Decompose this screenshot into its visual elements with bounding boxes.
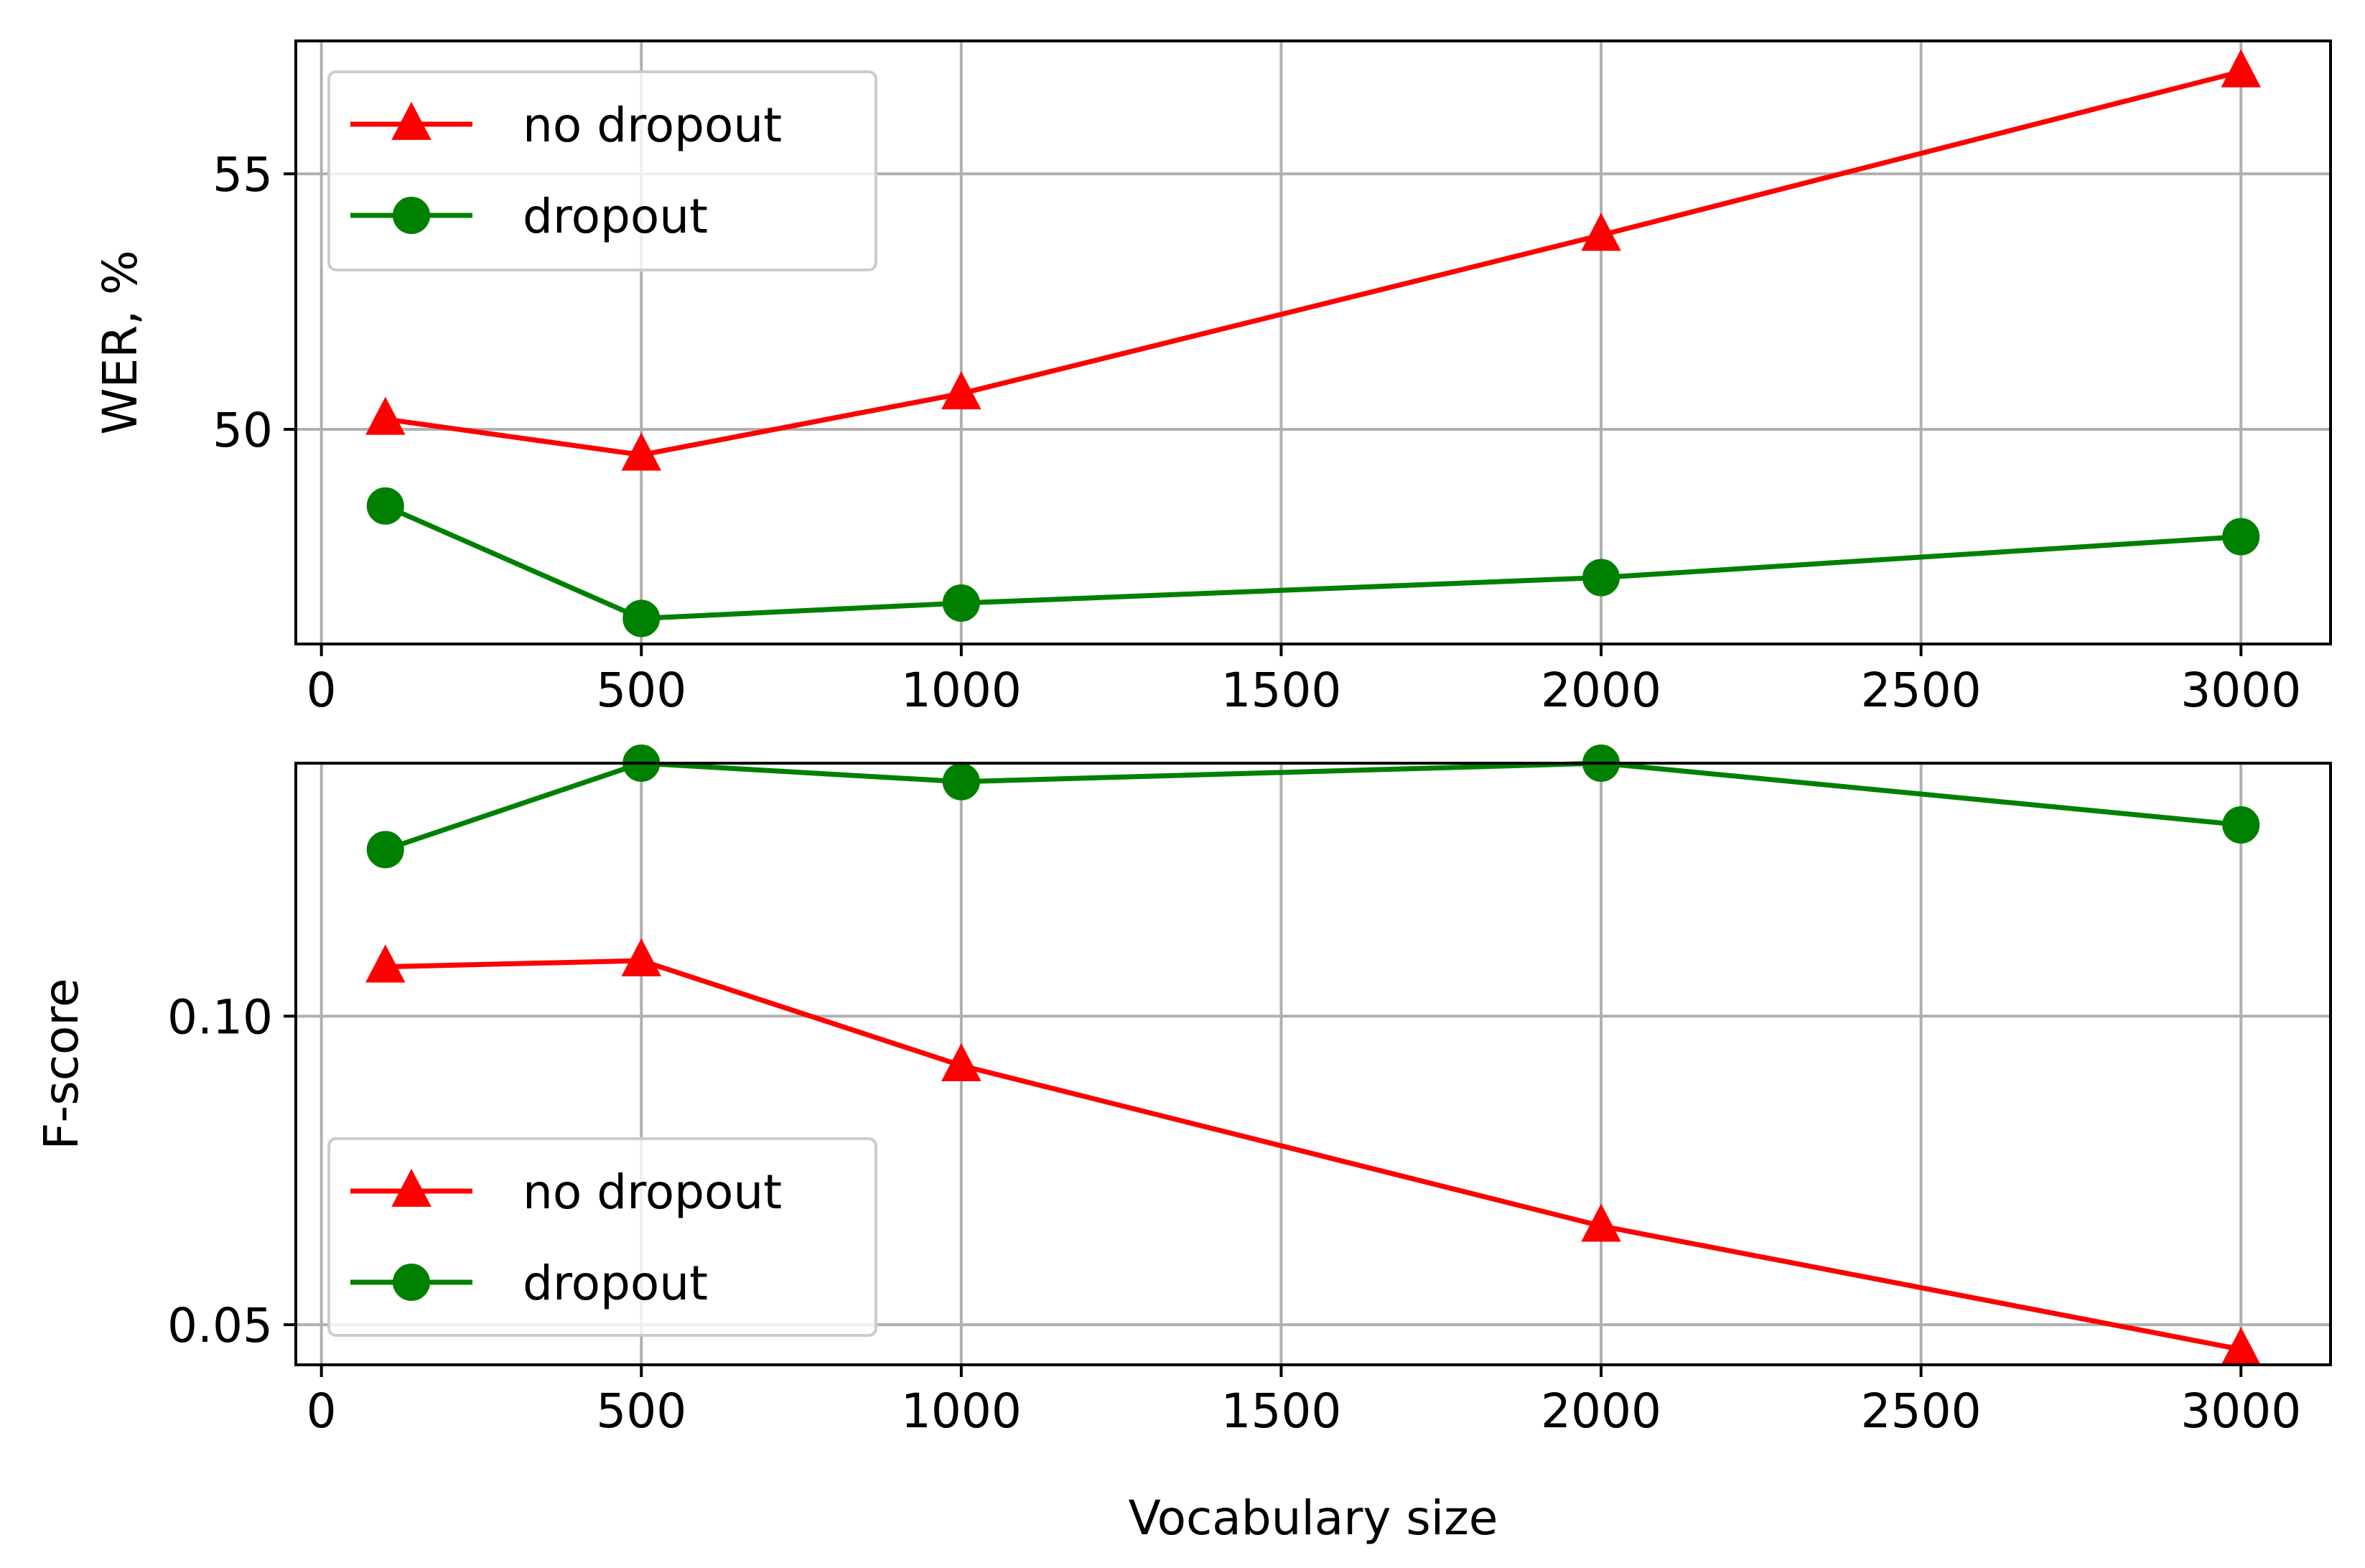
series-line-dropout xyxy=(384,503,2242,621)
x-tick-label: 1000 xyxy=(901,1383,1022,1439)
legend-label: no dropout xyxy=(523,98,782,153)
plot-frame xyxy=(294,39,2332,645)
chart-panel-2: 0 500 1000 1500 2000 2500 3000 0.05 0.10 F-score V… xyxy=(34,745,2332,1546)
data-point-no-dropout xyxy=(1581,1203,1621,1242)
legend-marker-no-dropout xyxy=(391,101,432,140)
y-axis-label: WER, % xyxy=(93,250,148,435)
legend-box xyxy=(327,70,877,271)
legend: no dropout dropout xyxy=(327,1137,877,1337)
x-tick-label: 2500 xyxy=(1861,663,1982,718)
x-tick-label: 0 xyxy=(307,1383,337,1439)
legend-box xyxy=(327,1137,877,1337)
legend: no dropout dropout xyxy=(327,70,877,271)
chart-panel-1: 0 500 1000 1500 2000 2500 3000 50 55 WER, % no dro… xyxy=(93,39,2332,718)
legend-marker-no-dropout xyxy=(391,1168,432,1207)
x-tick-label: 500 xyxy=(596,663,686,718)
x-tick-label: 2000 xyxy=(1541,1383,1661,1439)
x-tick-label: 1500 xyxy=(1221,1383,1341,1439)
x-tick-label: 3000 xyxy=(2180,1383,2301,1439)
data-point-dropout xyxy=(622,599,661,638)
x-tick-label: 0 xyxy=(307,663,337,718)
series-line-dropout xyxy=(384,760,2242,852)
x-tick-label: 500 xyxy=(596,1383,686,1439)
legend-marker-dropout xyxy=(393,197,430,234)
legend-label: no dropout xyxy=(523,1165,782,1220)
y-tick-label: 0.10 xyxy=(167,989,273,1045)
y-tick-label: 55 xyxy=(213,147,273,202)
data-point-dropout xyxy=(942,584,980,622)
data-point-dropout xyxy=(2222,806,2260,844)
y-tick-label: 0.05 xyxy=(167,1298,273,1353)
data-point-dropout xyxy=(942,762,980,801)
legend-label: dropout xyxy=(523,189,708,244)
legend-label: dropout xyxy=(523,1256,708,1311)
x-tick-label: 2500 xyxy=(1861,1383,1982,1439)
legend-marker-dropout xyxy=(393,1264,430,1301)
data-point-no-dropout xyxy=(621,938,661,976)
y-tick-label: 50 xyxy=(213,403,273,458)
plot-frame xyxy=(294,762,2332,1366)
x-tick-label: 1000 xyxy=(901,663,1022,718)
data-point-no-dropout xyxy=(621,432,661,471)
data-point-no-dropout xyxy=(365,944,406,983)
data-point-no-dropout xyxy=(941,1042,981,1082)
y-axis-label: F-score xyxy=(34,978,89,1149)
data-point-no-dropout xyxy=(2221,49,2261,88)
x-tick-label: 2000 xyxy=(1541,663,1661,718)
data-point-dropout xyxy=(1582,559,1620,597)
x-axis-label: Vocabulary size xyxy=(1129,1490,1498,1546)
x-tick-label: 1500 xyxy=(1221,663,1341,718)
data-point-no-dropout xyxy=(1581,213,1621,251)
data-point-no-dropout xyxy=(941,371,981,410)
data-point-no-dropout xyxy=(365,396,406,435)
data-point-dropout xyxy=(366,831,404,869)
x-tick-label: 3000 xyxy=(2180,663,2301,718)
data-point-dropout xyxy=(2222,518,2260,556)
data-point-dropout xyxy=(366,487,404,525)
